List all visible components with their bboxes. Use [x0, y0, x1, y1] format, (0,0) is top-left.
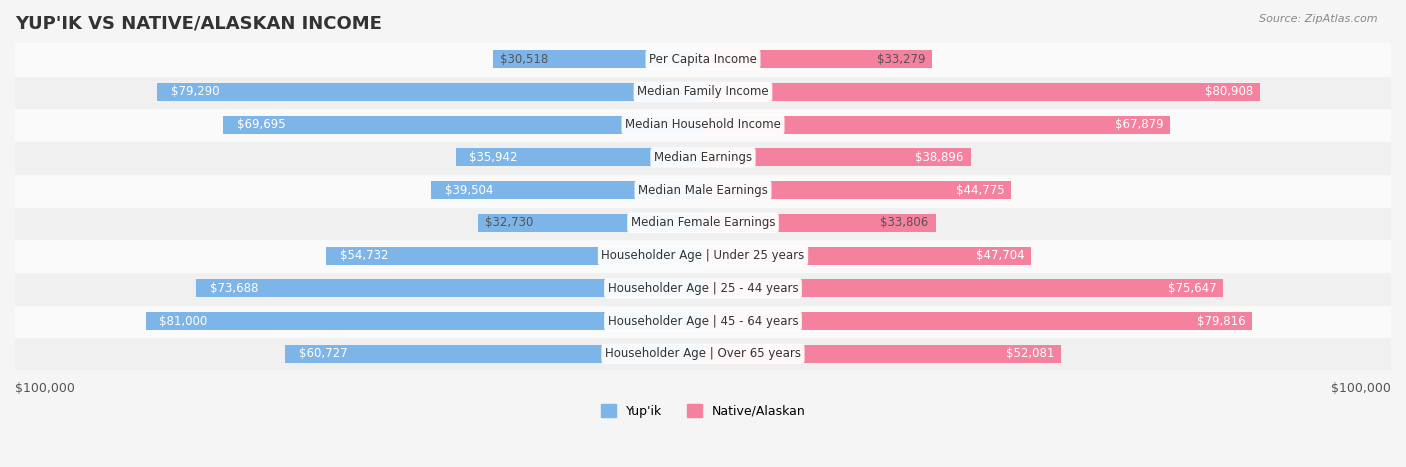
Bar [456, 149, 703, 166]
Bar [703, 345, 1062, 363]
Text: Householder Age | Over 65 years: Householder Age | Over 65 years [605, 347, 801, 361]
Text: $67,879: $67,879 [1115, 118, 1163, 131]
Text: $39,504: $39,504 [444, 184, 494, 197]
Text: $38,896: $38,896 [915, 151, 963, 164]
Bar [15, 141, 1391, 174]
Bar [15, 108, 1391, 141]
Text: $35,942: $35,942 [470, 151, 517, 164]
Bar [703, 279, 1223, 297]
Text: $100,000: $100,000 [15, 382, 75, 395]
Bar [703, 116, 1170, 134]
Text: $44,775: $44,775 [956, 184, 1004, 197]
Text: $33,279: $33,279 [876, 53, 925, 66]
Bar [326, 247, 703, 265]
Text: Householder Age | Under 25 years: Householder Age | Under 25 years [602, 249, 804, 262]
Text: $79,290: $79,290 [172, 85, 219, 99]
Text: Median Family Income: Median Family Income [637, 85, 769, 99]
Text: Per Capita Income: Per Capita Income [650, 53, 756, 66]
Text: Source: ZipAtlas.com: Source: ZipAtlas.com [1260, 14, 1378, 24]
Bar [224, 116, 703, 134]
Text: Median Earnings: Median Earnings [654, 151, 752, 164]
Bar [285, 345, 703, 363]
Text: $33,806: $33,806 [880, 216, 929, 229]
Bar [703, 247, 1031, 265]
Bar [432, 181, 703, 199]
Bar [703, 312, 1253, 330]
Text: $73,688: $73,688 [209, 282, 259, 295]
Text: $30,518: $30,518 [501, 53, 548, 66]
Bar [478, 214, 703, 232]
Text: $60,727: $60,727 [299, 347, 347, 361]
Bar [15, 239, 1391, 272]
Bar [15, 76, 1391, 108]
Text: $32,730: $32,730 [485, 216, 533, 229]
Bar [703, 50, 932, 68]
Bar [494, 50, 703, 68]
Text: Median Male Earnings: Median Male Earnings [638, 184, 768, 197]
Bar [15, 338, 1391, 370]
Bar [15, 272, 1391, 304]
Bar [146, 312, 703, 330]
Text: Median Female Earnings: Median Female Earnings [631, 216, 775, 229]
Text: $52,081: $52,081 [1007, 347, 1054, 361]
Bar [195, 279, 703, 297]
Text: $69,695: $69,695 [238, 118, 285, 131]
Text: $47,704: $47,704 [976, 249, 1025, 262]
Text: $100,000: $100,000 [1331, 382, 1391, 395]
Text: Householder Age | 45 - 64 years: Householder Age | 45 - 64 years [607, 315, 799, 327]
Text: Householder Age | 25 - 44 years: Householder Age | 25 - 44 years [607, 282, 799, 295]
Text: Median Household Income: Median Household Income [626, 118, 780, 131]
Bar [703, 181, 1011, 199]
Bar [703, 214, 935, 232]
Text: YUP'IK VS NATIVE/ALASKAN INCOME: YUP'IK VS NATIVE/ALASKAN INCOME [15, 15, 382, 33]
Legend: Yup'ik, Native/Alaskan: Yup'ik, Native/Alaskan [596, 399, 810, 423]
Text: $79,816: $79,816 [1197, 315, 1246, 327]
Bar [703, 83, 1260, 101]
Bar [15, 43, 1391, 76]
Bar [15, 206, 1391, 239]
Text: $80,908: $80,908 [1205, 85, 1253, 99]
Text: $81,000: $81,000 [159, 315, 208, 327]
Bar [703, 149, 970, 166]
Text: $54,732: $54,732 [340, 249, 388, 262]
Text: $75,647: $75,647 [1168, 282, 1216, 295]
Bar [15, 304, 1391, 338]
Bar [15, 174, 1391, 206]
Bar [157, 83, 703, 101]
